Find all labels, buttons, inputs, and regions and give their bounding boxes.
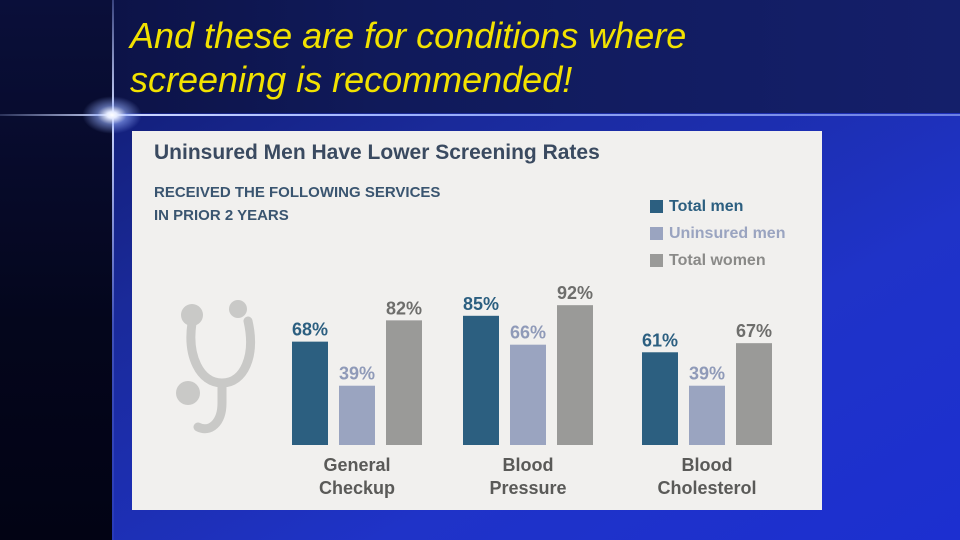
chart-title: Uninsured Men Have Lower Screening Rates xyxy=(154,141,600,164)
data-label-uninsured-men-blood-cholesterol: 39% xyxy=(689,364,725,384)
bar-total-women-blood-pressure xyxy=(557,305,593,445)
bar-total-men-blood-pressure xyxy=(463,315,499,445)
legend-swatch-uninsured-men xyxy=(650,227,663,240)
bar-total-men-blood-cholesterol xyxy=(642,352,678,445)
bar-total-women-general-checkup xyxy=(386,320,422,445)
bar-uninsured-men-blood-cholesterol xyxy=(689,385,725,445)
legend-swatch-total-women xyxy=(650,254,663,267)
data-label-total-men-blood-cholesterol: 61% xyxy=(642,330,678,350)
data-label-total-women-blood-cholesterol: 67% xyxy=(736,321,772,341)
category-label-blood-cholesterol-line-2: Cholesterol xyxy=(657,478,756,498)
category-label-blood-pressure-line-2: Pressure xyxy=(489,478,566,498)
data-label-total-women-general-checkup: 82% xyxy=(386,298,422,318)
legend-swatch-total-men xyxy=(650,200,663,213)
glow-star-icon xyxy=(82,96,142,134)
category-label-general-checkup-line-1: General xyxy=(323,455,390,475)
bar-uninsured-men-blood-pressure xyxy=(510,344,546,445)
chart-legend: Total men Uninsured men Total women xyxy=(650,193,785,274)
slide-title-line-1: And these are for conditions where xyxy=(130,15,687,56)
bar-uninsured-men-general-checkup xyxy=(339,385,375,445)
title-band xyxy=(0,0,960,113)
category-label-blood-cholesterol-line-1: Blood xyxy=(682,455,733,475)
data-label-total-men-blood-pressure: 85% xyxy=(463,294,499,314)
horizontal-divider xyxy=(0,114,960,116)
legend-label-uninsured-men: Uninsured men xyxy=(669,224,786,242)
legend-item-total-women: Total women xyxy=(650,247,785,274)
data-label-total-men-general-checkup: 68% xyxy=(292,320,328,340)
stethoscope-icon xyxy=(176,300,255,434)
slide-title-line-2: screening is recommended! xyxy=(130,59,573,100)
chart-subtitle-line-1: RECEIVED THE FOLLOWING SERVICES xyxy=(154,184,441,201)
chart-subtitle: RECEIVED THE FOLLOWING SERVICES IN PRIOR… xyxy=(154,181,440,227)
chart-subtitle-line-2: IN PRIOR 2 YEARS xyxy=(154,207,289,224)
category-label-blood-pressure-line-1: Blood xyxy=(503,455,554,475)
legend-label-total-men: Total men xyxy=(669,197,744,215)
category-label-general-checkup-line-2: Checkup xyxy=(319,478,395,498)
data-label-uninsured-men-blood-pressure: 66% xyxy=(510,323,546,343)
legend-item-uninsured-men: Uninsured men xyxy=(650,220,785,247)
legend-label-total-women: Total women xyxy=(669,251,766,269)
legend-item-total-men: Total men xyxy=(650,193,785,220)
data-label-total-women-blood-pressure: 92% xyxy=(557,283,593,303)
left-strip xyxy=(0,0,112,540)
bar-total-men-general-checkup xyxy=(292,341,328,445)
chart-panel: 68% 39% 82% General Checkup 85% 66% 92% Blood Pre… xyxy=(132,131,822,510)
bar-chart: 68% 39% 82% General Checkup 85% 66% 92% Blood Pre… xyxy=(176,283,772,498)
slide-title: And these are for conditions where scree… xyxy=(130,14,930,102)
data-label-uninsured-men-general-checkup: 39% xyxy=(339,364,375,384)
vertical-divider xyxy=(112,0,114,540)
bar-total-women-blood-cholesterol xyxy=(736,343,772,445)
